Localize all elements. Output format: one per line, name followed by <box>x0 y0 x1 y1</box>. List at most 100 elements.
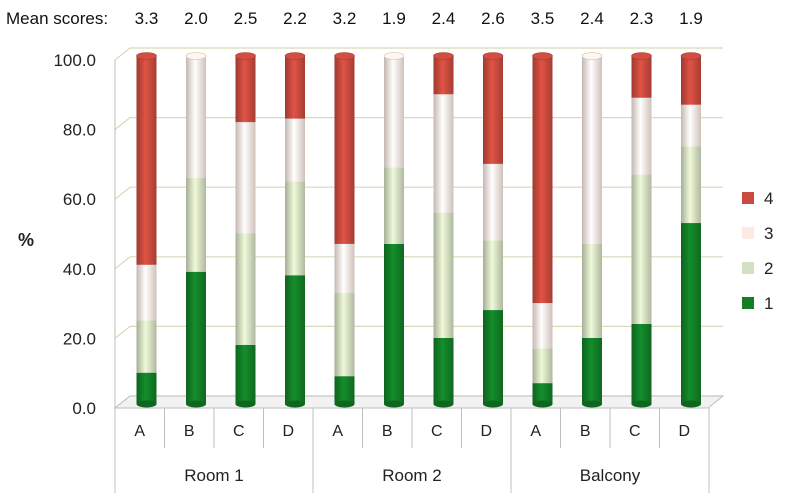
bar-segment-3 <box>532 303 553 349</box>
bar-segment-3 <box>483 163 503 241</box>
x-category-label: D <box>678 423 690 440</box>
bar-top-cap <box>235 52 256 60</box>
bar-top-cap <box>334 52 355 60</box>
y-tick-labels: 0.0 20.0 40.0 60.0 80.0 100.0 <box>53 51 96 418</box>
bar-segment-2 <box>285 181 305 276</box>
bar-segment-2 <box>235 233 256 345</box>
gridline-depth <box>114 325 131 339</box>
y-tick-label: 60.0 <box>63 190 96 209</box>
x-category-label: B <box>184 423 195 440</box>
bar-segment-4 <box>433 56 454 95</box>
bar-segment-1 <box>631 323 652 404</box>
bar-segment-1 <box>136 372 157 404</box>
bar-segment-4 <box>532 56 553 304</box>
x-category-label: B <box>580 423 591 440</box>
gridline-depth <box>114 47 131 61</box>
bar-bottom-cap <box>186 400 206 408</box>
bar-bottom-cap <box>483 400 503 408</box>
bar-segment-2 <box>483 240 503 311</box>
bar-stack <box>383 52 405 408</box>
bar-segment-4 <box>235 56 256 123</box>
bar-top-cap <box>185 52 207 60</box>
bar-segment-2 <box>384 167 404 244</box>
legend: 4 3 2 1 <box>742 189 773 313</box>
bar-bottom-cap <box>681 400 701 408</box>
bar-bottom-cap <box>631 400 652 408</box>
bar-segment-1 <box>384 243 404 404</box>
bar-bottom-cap <box>582 400 602 408</box>
bar-stack <box>334 52 355 408</box>
bar-segment-4 <box>285 56 305 119</box>
bar-stack <box>581 52 603 408</box>
mean-score: 2.5 <box>234 9 258 28</box>
bar-segment-3 <box>235 122 256 234</box>
bar-segment-4 <box>136 56 157 265</box>
mean-score: 3.2 <box>333 9 357 28</box>
mean-score: 2.2 <box>283 9 307 28</box>
bar-top-cap <box>532 52 553 60</box>
x-category-label: C <box>431 423 443 440</box>
bar-segment-3 <box>136 264 157 321</box>
legend-swatch-3 <box>742 227 754 239</box>
legend-swatch-4 <box>742 192 754 204</box>
bar-segment-2 <box>433 212 454 338</box>
bar-stack <box>185 52 207 408</box>
mean-score: 2.0 <box>184 9 208 28</box>
y-tick-label: 80.0 <box>63 121 96 140</box>
bar-stack <box>235 52 256 408</box>
x-group-label: Room 2 <box>382 466 442 485</box>
bar-segment-2 <box>631 174 652 324</box>
bar-segment-2 <box>186 177 206 272</box>
bar-top-cap <box>631 52 652 60</box>
bar-segment-1 <box>681 223 701 404</box>
bar-segment-1 <box>285 275 305 404</box>
x-category-label: D <box>282 423 294 440</box>
bar-stack <box>136 52 157 408</box>
gridline-depth <box>114 186 131 200</box>
bar-segment-2 <box>532 348 553 384</box>
bar-bottom-cap <box>384 400 404 408</box>
bar-stack <box>433 52 454 408</box>
bar-segment-1 <box>186 271 206 404</box>
y-tick-label: 100.0 <box>53 51 96 70</box>
bar-segment-3 <box>334 243 355 293</box>
x-group-label: Room 1 <box>184 466 244 485</box>
legend-label-2: 2 <box>764 259 773 278</box>
mean-score: 2.3 <box>630 9 654 28</box>
gridline-depth <box>114 117 131 131</box>
bar-segment-4 <box>681 56 701 105</box>
x-category-label: C <box>629 423 641 440</box>
mean-scores-label: Mean scores: <box>6 9 108 28</box>
legend-swatch-1 <box>742 297 754 309</box>
bar-stack <box>532 52 553 408</box>
x-category-label: C <box>233 423 245 440</box>
x-axis: A B C D Room 1 A B C D Room 2 A B C D Balcony <box>114 407 710 493</box>
bar-top-cap <box>136 52 157 60</box>
x-category-label: A <box>134 423 145 440</box>
bar-segment-3 <box>186 56 206 178</box>
bar-segment-1 <box>433 337 454 404</box>
bar-segment-2 <box>582 243 602 338</box>
bar-segment-1 <box>334 376 355 404</box>
bar-segment-3 <box>285 118 305 182</box>
x-category-label: A <box>530 423 541 440</box>
bar-segment-4 <box>631 56 652 98</box>
x-category-label: A <box>332 423 343 440</box>
bar-stack <box>631 52 652 408</box>
bar-segment-4 <box>334 56 355 244</box>
bar-top-cap <box>284 52 306 60</box>
bar-segment-3 <box>631 97 652 175</box>
x-group-label: Balcony <box>580 466 641 485</box>
bar-segment-3 <box>384 56 404 168</box>
bar-bottom-cap <box>285 400 305 408</box>
bar-segment-2 <box>681 146 701 224</box>
bar-bottom-cap <box>433 400 454 408</box>
bar-top-cap <box>482 52 504 60</box>
bar-segment-2 <box>334 292 355 377</box>
legend-label-3: 3 <box>764 224 773 243</box>
bar-segment-3 <box>681 104 701 147</box>
bar-segment-3 <box>433 94 454 213</box>
bar-bottom-cap <box>136 400 157 408</box>
